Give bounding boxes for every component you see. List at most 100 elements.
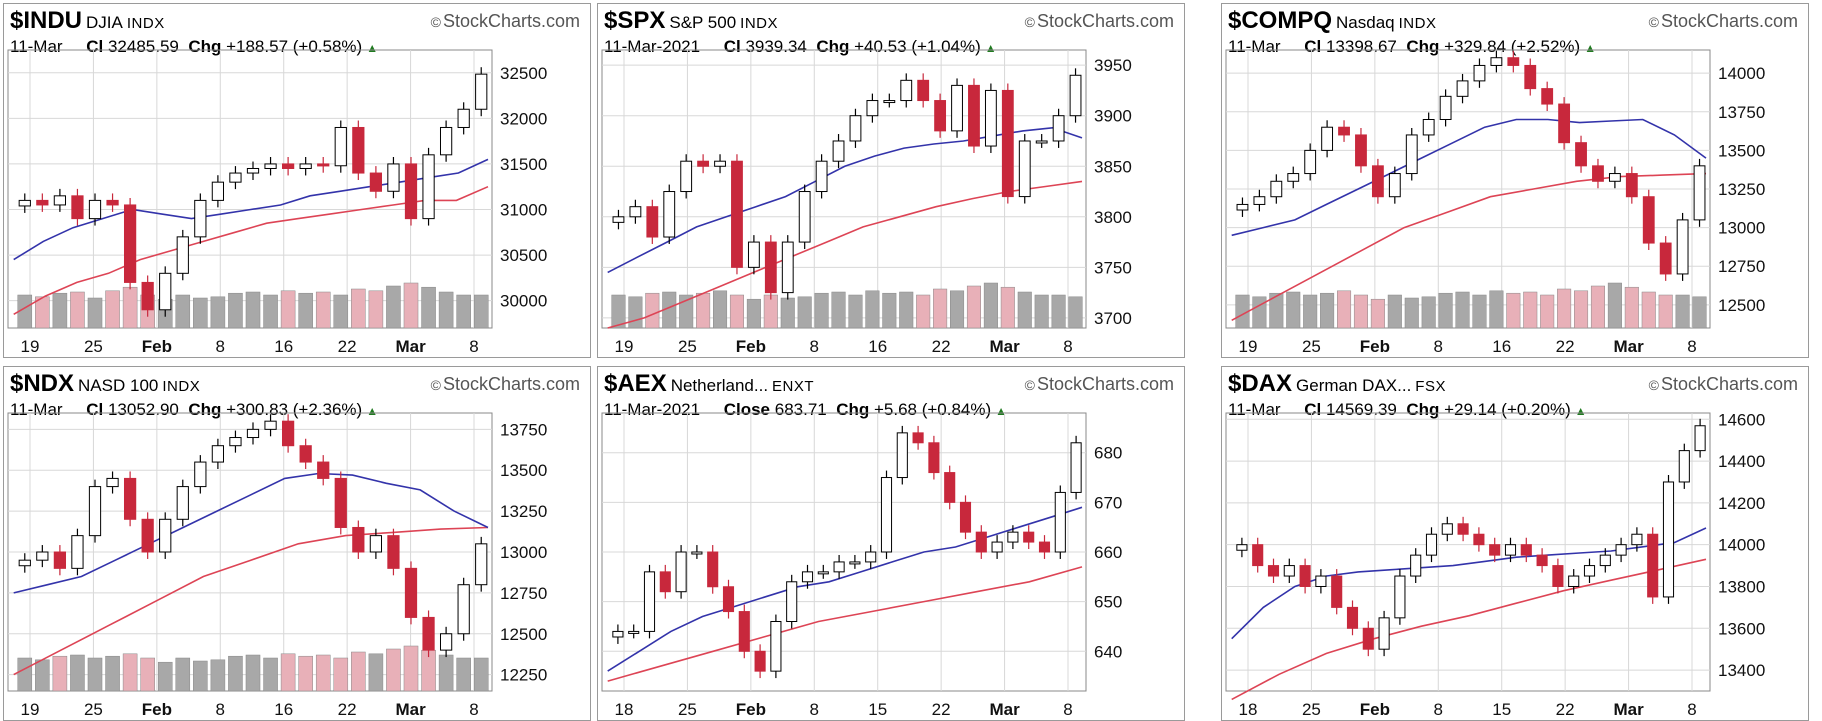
y-tick-label: 12250 [500,666,547,685]
x-tick-label: Feb [1360,337,1390,356]
candle-body [299,445,312,463]
candle-body [731,160,743,268]
candle-body [457,108,470,128]
y-tick-label: 3700 [1094,309,1132,328]
x-tick-label: 8 [469,700,478,719]
x-tick-label: Feb [1360,700,1390,719]
candle-body [1070,442,1082,493]
candle-body [991,541,1003,553]
exchange: INDX [740,15,779,32]
candle-body [281,163,295,169]
candle-body [786,581,798,623]
candle-body [176,486,189,520]
y-tick-label: 14600 [1718,410,1765,429]
x-tick-label: Mar [1613,337,1644,356]
candle-body [404,163,418,220]
volume-bar [421,286,436,329]
x-tick-label: 8 [1687,700,1696,719]
candle-body [612,216,625,223]
volume-bar [1017,291,1032,329]
candle-body [975,531,987,553]
volume-bar [280,653,296,692]
volume-bar [1286,291,1301,329]
y-tick-label: 3900 [1094,107,1132,126]
x-tick-label: 19 [21,700,40,719]
quote-date: 11-Mar-2021 [604,400,701,419]
y-tick-label: 13600 [1718,619,1765,638]
y-tick-label: 660 [1094,543,1122,562]
volume-bar [1068,296,1083,329]
candle-body [36,551,49,561]
candle-body [798,191,811,243]
volume-bar [193,660,208,692]
volume-bar [386,285,401,329]
volume-bar [70,654,85,692]
candle-body [159,272,172,311]
brand-label[interactable]: © StockCharts.com [430,11,580,31]
x-tick-label: Mar [989,700,1020,719]
candle-body [1362,627,1374,650]
volume-bar [473,657,489,692]
candle-body [264,163,277,169]
brand-label[interactable]: © StockCharts.com [430,374,580,394]
chart-panel-spx: $SPX S&P 500 INDX © StockCharts.com 11-Mar-… [597,3,1185,358]
y-tick-label: 13800 [1718,577,1765,596]
candle-body [1592,165,1604,182]
candle-body [281,420,295,447]
volume-bar [1337,290,1352,329]
volume-bar [1590,285,1605,329]
candle-body [1473,533,1485,546]
candle-body [984,89,997,147]
volume-bar [831,291,846,329]
candle-body [900,79,913,102]
x-tick-label: 8 [216,337,225,356]
ma-long-line [607,566,1083,682]
y-tick-label: 30500 [500,246,547,265]
quote-date: 11-Mar [10,37,63,56]
volume-bar [263,657,278,692]
volume-bar [175,657,191,692]
x-tick-label: 8 [810,700,819,719]
candle-body [1541,88,1554,105]
candle-body [71,195,84,220]
candle-body [1631,533,1643,546]
index-name: S&P 500 [669,13,737,32]
volume-bar [1051,294,1066,329]
quote-line: 11-Mar-2021 Cl 3939.34 Chg +40.53 (+1.04… [604,37,997,56]
candle-body [194,199,207,238]
candle-body [1001,89,1014,198]
x-tick-label: 8 [810,337,819,356]
candle-body [457,584,470,635]
chart-panel-aex: $AEX Netherland... ENXT © StockCharts.com 1… [597,366,1185,721]
ma-short-line [1231,118,1707,237]
volume-bar [1658,294,1673,329]
y-tick-label: 32000 [500,109,547,128]
candle-body [211,445,225,463]
brand-label[interactable]: © StockCharts.com [1024,374,1174,394]
candle-body [1355,134,1367,167]
x-tick-label: 16 [868,337,887,356]
copyright-icon: © [1648,377,1659,393]
x-tick-label: 8 [1063,337,1072,356]
candle-body [159,518,172,553]
x-tick-label: Mar [395,700,426,719]
candle-body [1253,196,1266,205]
volume-bar [1370,298,1385,329]
y-tick-label: 14200 [1718,494,1765,513]
candle-body [1575,142,1587,167]
candle-body [317,163,330,167]
candle-body [387,163,400,192]
brand-label[interactable]: © StockCharts.com [1648,11,1798,31]
x-tick-label: Feb [736,700,766,719]
volume-bar [696,292,711,329]
y-tick-label: 3800 [1094,208,1132,227]
x-tick-label: 8 [1434,337,1443,356]
quote-line: 11-Mar Cl 13398.67 Chg +329.84 (+2.52%) ▲ [1228,37,1597,56]
x-tick-label: Feb [736,337,766,356]
volume-bar [245,291,261,329]
volume-bar [456,294,471,329]
brand-label[interactable]: © StockCharts.com [1024,11,1174,31]
volume-bar [403,645,419,692]
volume-bar [105,655,120,692]
brand-label[interactable]: © StockCharts.com [1648,374,1798,394]
